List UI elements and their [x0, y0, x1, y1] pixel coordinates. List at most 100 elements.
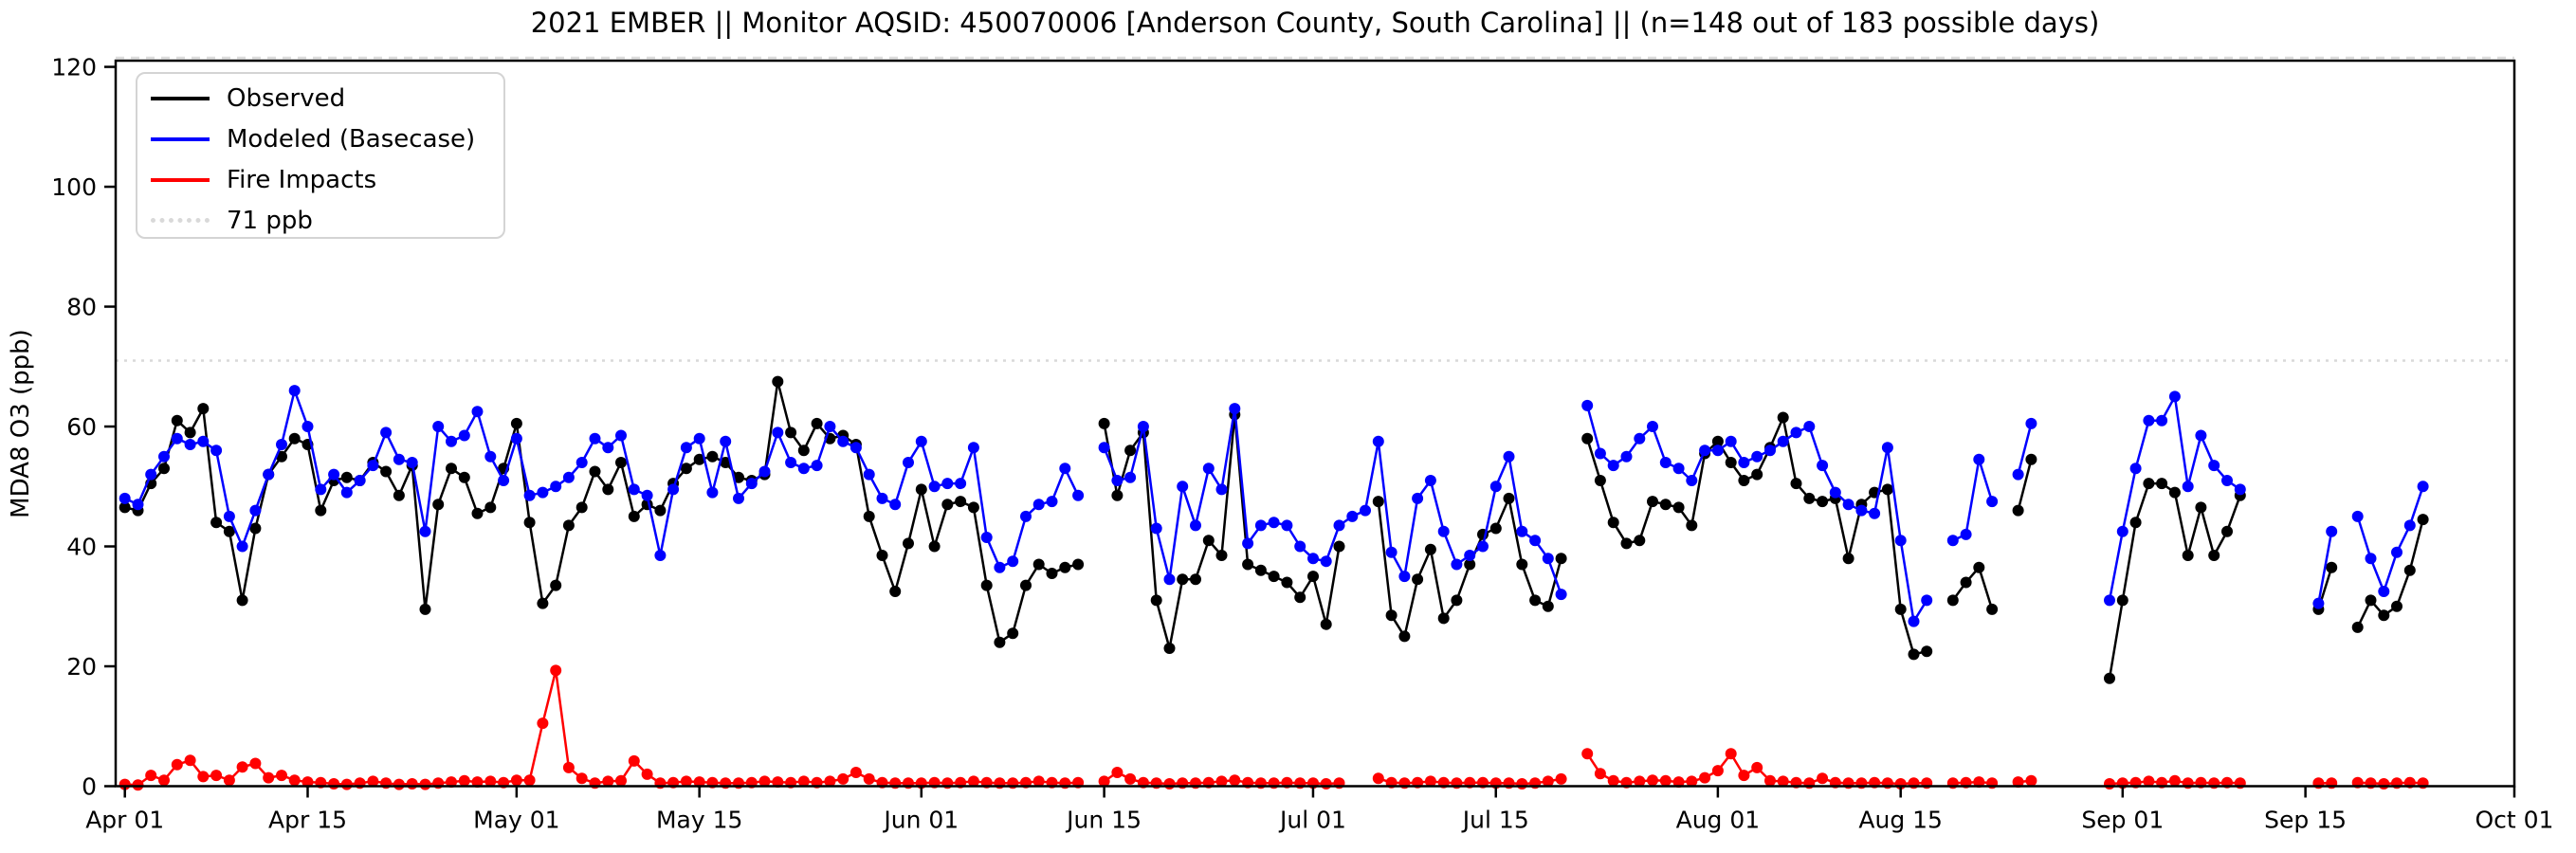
series-observed-line — [124, 381, 1079, 644]
series-modeled-basecase-marker — [1215, 483, 1228, 496]
series-observed-marker — [1738, 475, 1750, 486]
series-modeled-basecase-marker — [1137, 421, 1149, 432]
series-modeled-basecase-marker — [667, 483, 680, 496]
series-observed-marker — [928, 540, 941, 553]
series-fire-impacts-marker — [171, 758, 183, 771]
series-observed-marker — [2351, 621, 2364, 633]
series-observed-marker — [1398, 630, 1411, 643]
series-observed-marker — [210, 517, 223, 529]
series-fire-impacts-marker — [132, 779, 144, 791]
series-observed-marker — [1672, 501, 1685, 514]
x-tick-label: Aug 01 — [1676, 807, 1761, 834]
series-observed-marker — [903, 537, 914, 550]
series-modeled-basecase-marker — [484, 450, 497, 463]
series-fire-impacts-marker — [1817, 772, 1829, 785]
series-fire-impacts-marker — [276, 770, 287, 782]
series-observed-marker — [1020, 579, 1032, 591]
series-fire-impacts-marker — [1581, 748, 1594, 760]
series-modeled-basecase-marker — [2326, 525, 2338, 537]
series-observed-marker — [628, 510, 640, 522]
series-modeled-basecase-marker — [1686, 475, 1698, 486]
series-observed-marker — [1542, 600, 1554, 612]
series-modeled-basecase-marker — [132, 499, 144, 511]
series-fire-impacts-marker — [641, 768, 653, 780]
series-modeled-basecase-marker — [1672, 463, 1685, 475]
y-tick-label: 120 — [51, 54, 97, 82]
series-modeled-basecase-marker — [733, 492, 744, 504]
series-observed-marker — [654, 504, 667, 517]
series-fire-impacts-marker — [328, 778, 340, 789]
series-fire-impacts-marker — [263, 771, 275, 784]
series-modeled-basecase-marker — [263, 468, 275, 481]
series-modeled-basecase-marker — [2168, 390, 2181, 403]
series-fire-impacts-marker — [1764, 774, 1776, 787]
series-modeled-basecase-marker — [1281, 519, 1293, 532]
series-modeled-basecase-marker — [171, 432, 183, 445]
series-observed-marker — [615, 457, 627, 468]
x-tick-label: Jul 15 — [1461, 807, 1529, 834]
series-observed-marker — [288, 432, 301, 445]
series-modeled-basecase-marker — [119, 492, 131, 504]
series-modeled-basecase-marker — [903, 457, 914, 468]
series-modeled-basecase-marker — [1477, 540, 1489, 553]
series-fire-impacts-marker — [184, 754, 196, 767]
series-fire-impacts-marker — [772, 776, 784, 789]
series-fire-impacts-line — [124, 670, 1079, 787]
series-observed-line — [1103, 414, 1341, 649]
series-modeled-basecase-marker — [1007, 555, 1019, 568]
series-modeled-basecase-marker — [1046, 496, 1058, 508]
series-observed-marker — [797, 445, 810, 457]
series-fire-impacts-marker — [1542, 775, 1554, 788]
series-observed-marker — [1150, 594, 1162, 607]
series-fire-impacts-marker — [680, 775, 692, 788]
series-modeled-basecase-marker — [1398, 571, 1411, 583]
series-modeled-basecase-marker — [1489, 481, 1502, 493]
series-observed-marker — [680, 463, 692, 475]
series-modeled-basecase-marker — [980, 532, 993, 543]
series-fire-impacts-marker — [1777, 775, 1789, 788]
series-observed-marker — [1751, 468, 1763, 481]
series-fire-impacts-marker — [1738, 770, 1750, 782]
series-modeled-basecase-marker — [1307, 553, 1319, 565]
series-modeled-basecase-marker — [276, 439, 287, 450]
series-modeled-basecase-marker — [1372, 435, 1384, 447]
series-fire-impacts-marker — [1594, 768, 1606, 780]
series-modeled-basecase-marker — [1817, 460, 1829, 472]
series-observed-marker — [2391, 600, 2402, 612]
series-modeled-basecase-marker — [1202, 463, 1215, 475]
series-observed-marker — [1711, 435, 1724, 447]
series-observed-marker — [484, 501, 497, 514]
series-modeled-basecase-marker — [340, 486, 353, 499]
legend: Observed Modeled (Basecase) Fire Impacts… — [136, 72, 505, 239]
series-observed-line — [1951, 565, 1994, 610]
series-fire-impacts-marker — [1725, 748, 1737, 760]
series-fire-impacts-marker — [1516, 778, 1528, 789]
series-modeled-basecase-marker — [928, 481, 941, 493]
series-modeled-basecase-marker — [2417, 481, 2429, 493]
series-fire-impacts-marker — [628, 754, 640, 767]
series-modeled-basecase-marker — [615, 429, 627, 442]
series-observed-marker — [602, 483, 614, 496]
series-modeled-basecase-marker — [354, 475, 366, 486]
legend-item-fire: Fire Impacts — [137, 159, 503, 200]
series-modeled-basecase-marker — [288, 385, 301, 397]
series-fire-impacts-marker — [537, 717, 549, 730]
series-modeled-basecase-marker — [1360, 504, 1371, 517]
series-modeled-basecase-marker — [1738, 457, 1750, 468]
series-modeled-basecase-marker — [876, 492, 888, 504]
series-modeled-basecase-marker — [249, 504, 262, 517]
series-modeled-basecase-marker — [1242, 537, 1254, 550]
series-modeled-basecase-marker — [1294, 540, 1306, 553]
series-modeled-basecase-marker — [223, 510, 235, 522]
series-fire-impacts-marker — [288, 774, 301, 787]
series-observed-marker — [419, 603, 431, 615]
series-modeled-basecase-marker — [2221, 475, 2233, 486]
series-observed-marker — [537, 597, 549, 609]
series-modeled-basecase-marker — [641, 489, 653, 501]
series-modeled-basecase-marker — [537, 486, 549, 499]
series-modeled-basecase-marker — [602, 442, 614, 454]
series-observed-marker — [863, 510, 875, 522]
series-modeled-basecase-marker — [2403, 519, 2416, 532]
series-modeled-basecase-marker — [1777, 435, 1789, 447]
